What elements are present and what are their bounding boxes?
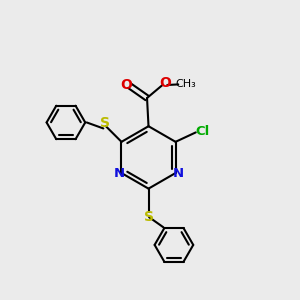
Text: N: N (172, 167, 184, 179)
Text: O: O (120, 77, 132, 92)
Text: S: S (100, 116, 110, 130)
Text: N: N (113, 167, 125, 179)
Text: O: O (160, 76, 171, 90)
Text: Cl: Cl (195, 125, 209, 138)
Text: S: S (144, 210, 154, 224)
Text: CH₃: CH₃ (175, 79, 196, 88)
